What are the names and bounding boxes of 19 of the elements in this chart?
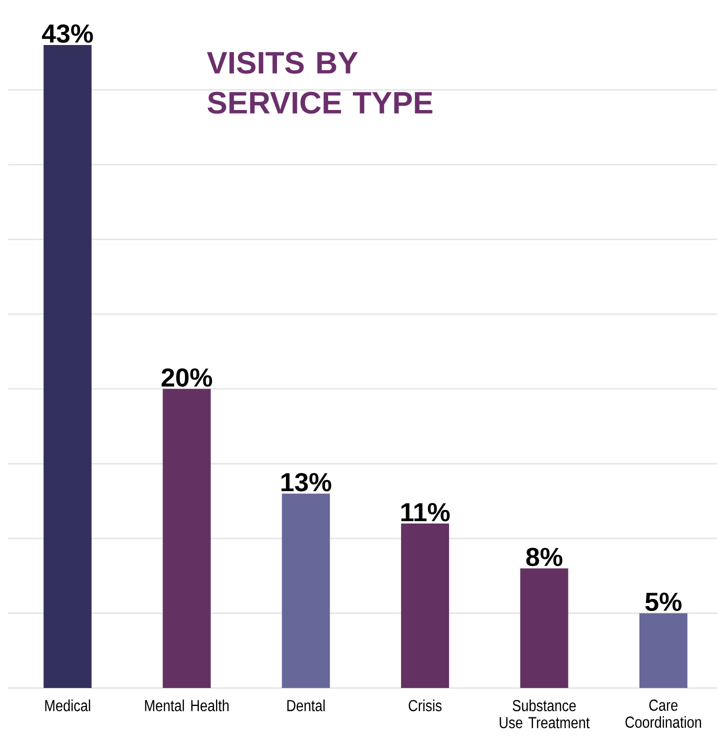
data-label: 11% <box>401 503 450 522</box>
bar <box>520 568 568 688</box>
x-tick-label: Crisis <box>408 700 442 712</box>
bar <box>44 45 92 688</box>
bar <box>282 494 330 688</box>
x-tick-label: Dental <box>287 700 325 712</box>
x-tick-label: Substance Use Treatment <box>500 700 590 728</box>
x-tick-label: Mental Health <box>145 700 229 712</box>
data-label: 13% <box>282 472 332 492</box>
data-label: 5% <box>645 592 682 612</box>
x-tick-label: Care Coordination <box>626 700 702 728</box>
x-tick-label: Medical <box>45 700 90 712</box>
data-label: 43% <box>42 24 93 43</box>
bar <box>639 613 688 688</box>
data-label: 20% <box>162 368 212 387</box>
bar <box>162 388 211 688</box>
data-label: 8% <box>526 548 562 566</box>
bar <box>401 524 450 688</box>
text: VISITS BY SERVICE TYPE <box>206 52 432 114</box>
